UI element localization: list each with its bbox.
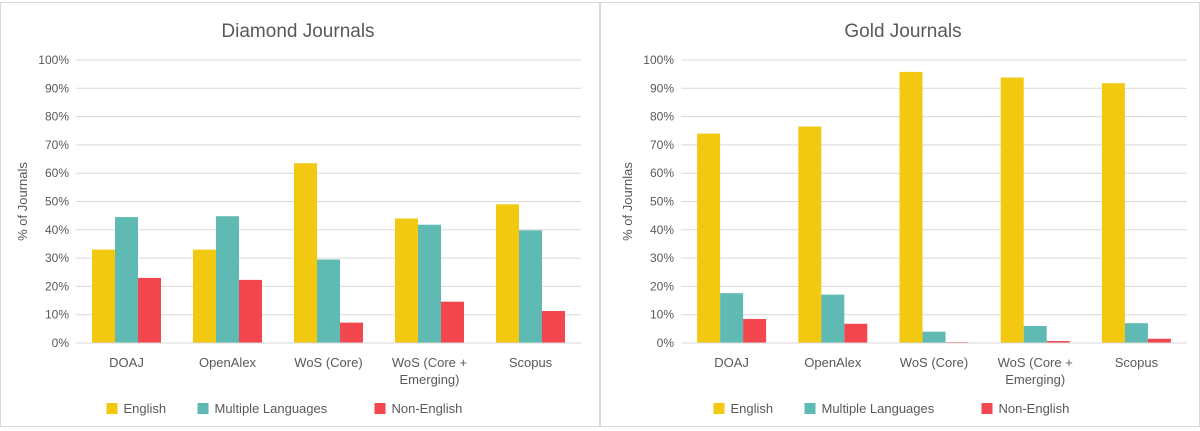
gold-journals-chart: Gold Journals 0% 10% 20% 30% 40% 50% 60% 70% 80% 9… — [620, 21, 1187, 416]
bar-multiple-languages — [1023, 326, 1047, 343]
bar-multiple-languages — [115, 217, 138, 343]
x-tick-label: WoS (Core + — [392, 355, 467, 370]
bar-english — [294, 163, 317, 343]
gold-journals-chart-panel: Gold Journals 0% 10% 20% 30% 40% 50% 60% 70% 80% 9… — [600, 2, 1200, 427]
bar-english — [193, 249, 216, 343]
y-tick-label: 60% — [650, 166, 674, 180]
bar-multiple-languages — [418, 224, 441, 343]
legend-swatch — [197, 403, 209, 414]
y-tick-label: 40% — [45, 223, 69, 237]
y-axis: 0% 10% 20% 30% 40% 50% 60% 70% 80% 90% 100% — [38, 53, 581, 350]
bar-multiple-languages — [1124, 323, 1148, 343]
x-tick-label: OpenAlex — [199, 355, 257, 370]
chart-title: Gold Journals — [844, 21, 961, 42]
x-tick-label: WoS (Core) — [900, 355, 968, 370]
x-tick-label: OpenAlex — [804, 355, 862, 370]
y-axis-label: % of Journals — [15, 162, 30, 241]
legend-swatch — [106, 403, 118, 414]
x-tick-label: Scopus — [1115, 355, 1159, 370]
bar-non-english — [1046, 341, 1070, 343]
y-tick-label: 40% — [650, 223, 674, 237]
y-tick-label: 30% — [45, 251, 69, 265]
diamond-journals-chart: Diamond Journals 0% 10% 20% 30% 40% 50% 60% 70% 8… — [15, 21, 581, 416]
y-tick-label: 70% — [650, 138, 674, 152]
x-tick-label: Scopus — [509, 355, 553, 370]
bar-non-english — [1147, 338, 1171, 343]
bar-multiple-languages — [922, 331, 946, 343]
legend-swatch — [713, 403, 725, 414]
y-tick-label: 70% — [45, 138, 69, 152]
bar-multiple-languages — [821, 294, 845, 343]
legend: English Multiple Languages Non-English — [106, 401, 463, 416]
legend-item-english: English — [106, 401, 167, 416]
legend-label: Non-English — [999, 401, 1070, 416]
y-tick-label: 60% — [45, 166, 69, 180]
bar-multiple-languages — [519, 230, 542, 343]
diamond-journals-chart-panel: Diamond Journals 0% 10% 20% 30% 40% 50% 60% 70% 8… — [0, 2, 600, 427]
x-tick-label: WoS (Core + — [998, 355, 1073, 370]
legend-item-multiple-languages: Multiple Languages — [197, 401, 328, 416]
x-tick-label: Emerging) — [400, 372, 460, 387]
y-tick-label: 50% — [45, 195, 69, 209]
bar-non-english — [239, 279, 262, 343]
y-tick-label: 100% — [38, 53, 69, 67]
bar-multiple-languages — [720, 293, 744, 343]
y-axis-label: % of Journlas — [620, 162, 635, 241]
y-tick-label: 20% — [45, 279, 69, 293]
legend-item-non-english: Non-English — [374, 401, 463, 416]
legend-label: Multiple Languages — [215, 401, 328, 416]
legend-swatch — [374, 403, 386, 414]
bar-non-english — [542, 311, 565, 343]
bar-english — [1000, 77, 1024, 344]
legend-label: Multiple Languages — [822, 401, 935, 416]
legend-swatch — [981, 403, 993, 414]
legend-item-english: English — [713, 401, 774, 416]
bar-english — [798, 126, 822, 343]
y-tick-label: 30% — [650, 251, 674, 265]
y-tick-label: 10% — [45, 308, 69, 322]
bars — [697, 71, 1171, 344]
bar-non-english — [844, 323, 868, 343]
bar-non-english — [441, 301, 464, 343]
legend-label: English — [124, 401, 167, 416]
legend-label: Non-English — [392, 401, 463, 416]
bar-english — [697, 133, 721, 343]
bar-multiple-languages — [317, 259, 340, 343]
y-tick-label: 10% — [650, 308, 674, 322]
y-tick-label: 80% — [45, 110, 69, 124]
legend-item-non-english: Non-English — [981, 401, 1070, 416]
y-tick-label: 0% — [657, 336, 675, 350]
bar-multiple-languages — [216, 216, 239, 343]
bar-english — [496, 204, 519, 343]
legend: English Multiple Languages Non-English — [713, 401, 1070, 416]
bar-english — [92, 249, 115, 343]
bar-non-english — [340, 322, 363, 343]
y-tick-label: 50% — [650, 195, 674, 209]
y-tick-label: 90% — [650, 81, 674, 95]
bars — [92, 163, 565, 343]
legend-item-multiple-languages: Multiple Languages — [804, 401, 935, 416]
x-tick-label: Emerging) — [1005, 372, 1065, 387]
legend-label: English — [731, 401, 774, 416]
legend-swatch — [804, 403, 816, 414]
x-axis: DOAJ OpenAlex WoS (Core) WoS (Core + Emergin… — [109, 355, 553, 387]
x-tick-label: DOAJ — [714, 355, 749, 370]
bar-english — [1101, 83, 1125, 344]
bar-english — [395, 218, 418, 343]
x-tick-label: WoS (Core) — [294, 355, 362, 370]
y-tick-label: 100% — [643, 53, 674, 67]
bar-non-english — [138, 277, 161, 343]
chart-title: Diamond Journals — [221, 21, 374, 42]
bar-english — [899, 71, 923, 344]
y-tick-label: 20% — [650, 279, 674, 293]
y-tick-label: 80% — [650, 110, 674, 124]
y-tick-label: 90% — [45, 81, 69, 95]
y-tick-label: 0% — [52, 336, 70, 350]
x-tick-label: DOAJ — [109, 355, 144, 370]
x-axis: DOAJ OpenAlex WoS (Core) WoS (Core + Emergin… — [714, 355, 1158, 387]
bar-non-english — [743, 318, 767, 343]
